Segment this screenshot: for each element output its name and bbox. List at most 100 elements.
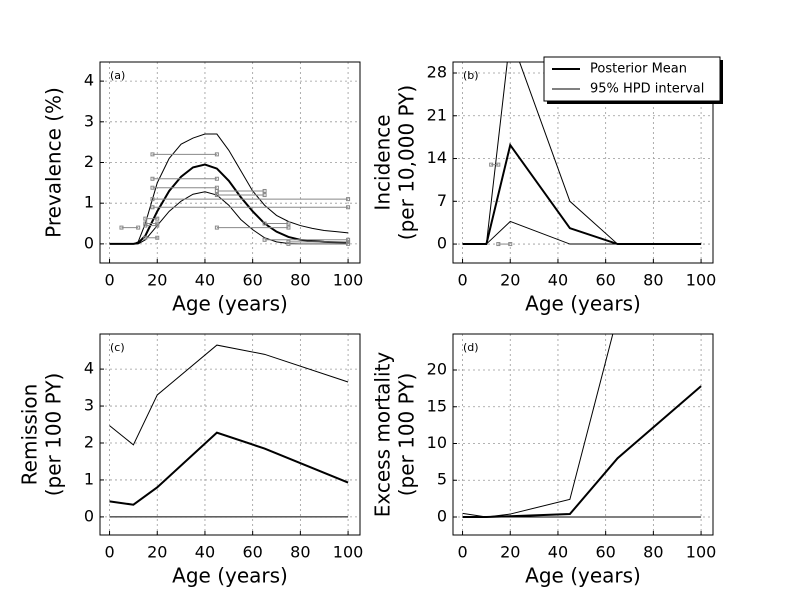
y-tick-label: 2 bbox=[84, 152, 94, 171]
y-axis-label: Incidence bbox=[371, 114, 395, 210]
x-tick-label: 100 bbox=[686, 271, 717, 290]
observation-end bbox=[346, 197, 351, 202]
x-tick-label: 40 bbox=[548, 271, 568, 290]
y-tick-label: 14 bbox=[427, 148, 447, 167]
axes-frame bbox=[99, 333, 361, 536]
observation-end bbox=[214, 193, 219, 198]
x-tick-label: 80 bbox=[290, 543, 310, 562]
observation-end bbox=[262, 193, 267, 198]
series-line bbox=[109, 133, 349, 245]
observation-end bbox=[143, 216, 148, 221]
y-axis-label: Prevalence (%) bbox=[42, 87, 66, 238]
x-tick-label: 100 bbox=[333, 271, 364, 290]
y-tick-label: 15 bbox=[427, 396, 447, 415]
observation-end bbox=[150, 197, 155, 202]
x-axis-label: Age (years) bbox=[172, 564, 288, 588]
x-tick-label: 20 bbox=[500, 271, 520, 290]
observation-end bbox=[286, 239, 291, 244]
y-tick-label: 20 bbox=[427, 360, 447, 379]
legend-label: 95% HPD interval bbox=[590, 82, 704, 97]
panel-annotation: (d) bbox=[463, 341, 479, 354]
observation-end bbox=[489, 162, 494, 167]
y-tick-label: 2 bbox=[84, 432, 94, 451]
y-tick-label: 4 bbox=[84, 71, 94, 90]
observation-end bbox=[346, 237, 351, 242]
x-tick-label: 60 bbox=[242, 271, 262, 290]
observation-end bbox=[150, 176, 155, 181]
x-axis-label: Age (years) bbox=[172, 292, 288, 316]
series-line bbox=[462, 220, 702, 245]
y-axis-label: Remission bbox=[18, 384, 42, 486]
x-tick-label: 0 bbox=[457, 543, 467, 562]
series-line bbox=[462, 334, 614, 518]
observation-end bbox=[150, 185, 155, 190]
observation-end bbox=[346, 239, 351, 244]
x-tick-label: 60 bbox=[595, 271, 615, 290]
observation-end bbox=[150, 152, 155, 157]
y-tick-label: 4 bbox=[84, 359, 94, 378]
x-tick-label: 0 bbox=[457, 271, 467, 290]
panel: 0 20 40 60 80 100 0 1 2 3 4 Age (years) Prevalence (… bbox=[42, 61, 364, 316]
observation-end bbox=[262, 237, 267, 242]
legend-label: Posterior Mean bbox=[590, 62, 687, 77]
y-tick-label: 5 bbox=[437, 470, 447, 489]
y-axis-label: Excess mortality bbox=[371, 352, 395, 518]
y-tick-label: 3 bbox=[84, 111, 94, 130]
x-axis-label: Age (years) bbox=[525, 564, 641, 588]
observation-end bbox=[143, 235, 148, 240]
y-tick-label: 0 bbox=[84, 233, 94, 252]
y-axis-label: (per 100 PY) bbox=[395, 373, 419, 497]
observation-end bbox=[119, 225, 124, 230]
observation-end bbox=[214, 188, 219, 193]
observation-end bbox=[214, 176, 219, 181]
y-tick-label: 10 bbox=[427, 433, 447, 452]
observation-end bbox=[214, 225, 219, 230]
axes-frame bbox=[99, 61, 361, 264]
plot-area bbox=[462, 334, 702, 518]
x-tick-label: 100 bbox=[333, 543, 364, 562]
legend-box bbox=[543, 56, 721, 102]
y-tick-label: 3 bbox=[84, 396, 94, 415]
observation-end bbox=[286, 241, 291, 246]
x-tick-label: 60 bbox=[595, 543, 615, 562]
y-tick-label: 7 bbox=[437, 191, 447, 210]
panel: 0 20 40 60 80 100 0 7 14 21 28 Age (years) Incidence… bbox=[371, 56, 723, 316]
x-tick-label: 0 bbox=[104, 271, 114, 290]
x-tick-label: 80 bbox=[290, 271, 310, 290]
panel-annotation: (c) bbox=[110, 341, 125, 354]
observation-end bbox=[136, 225, 141, 230]
y-axis-label: (per 10,000 PY) bbox=[395, 85, 419, 240]
plot-area bbox=[109, 344, 349, 518]
observation-end bbox=[286, 225, 291, 230]
plot-area bbox=[462, 62, 702, 247]
observation-end bbox=[150, 205, 155, 210]
axes-frame bbox=[452, 333, 714, 536]
y-tick-label: 28 bbox=[427, 62, 447, 81]
y-axis-label: (per 100 PY) bbox=[42, 373, 66, 497]
x-tick-label: 60 bbox=[242, 543, 262, 562]
observation-end bbox=[155, 235, 160, 240]
observation-end bbox=[496, 162, 501, 167]
y-tick-label: 0 bbox=[437, 234, 447, 253]
x-tick-label: 40 bbox=[195, 543, 215, 562]
x-tick-label: 40 bbox=[195, 271, 215, 290]
x-tick-label: 20 bbox=[500, 543, 520, 562]
x-tick-label: 40 bbox=[548, 543, 568, 562]
x-axis-label: Age (years) bbox=[525, 292, 641, 316]
x-tick-label: 100 bbox=[686, 543, 717, 562]
observation-end bbox=[155, 216, 160, 221]
series-line bbox=[109, 344, 349, 446]
panel-annotation: (a) bbox=[110, 69, 125, 82]
observation-end bbox=[286, 221, 291, 226]
y-tick-label: 0 bbox=[84, 506, 94, 525]
plot-area bbox=[109, 133, 351, 246]
y-tick-label: 1 bbox=[84, 193, 94, 212]
observation-end bbox=[262, 188, 267, 193]
observation-end bbox=[155, 223, 160, 228]
x-tick-label: 20 bbox=[147, 271, 167, 290]
series-line bbox=[109, 163, 349, 245]
observation-end bbox=[214, 152, 219, 157]
panel: 0 20 40 60 80 100 0 1 2 3 4 Age (years) Remission (pe… bbox=[18, 333, 364, 588]
x-tick-label: 20 bbox=[147, 543, 167, 562]
